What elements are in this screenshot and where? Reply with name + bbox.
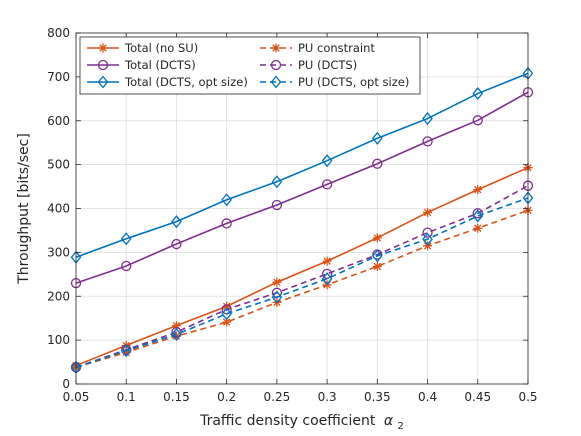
legend-label: Total (DCTS, opt size): [124, 75, 248, 89]
data-point: [271, 199, 283, 211]
x-axis-label-text: Traffic density coefficient: [199, 413, 376, 429]
data-point: [422, 136, 433, 147]
legend-label: PU (DCTS, opt size): [298, 75, 409, 89]
legend-item: Total (DCTS, opt size): [87, 75, 248, 89]
x-tick-label: 0.3: [318, 390, 337, 404]
legend-marker: [97, 59, 109, 71]
data-point: [422, 112, 433, 126]
data-point: [473, 223, 483, 233]
legend-item: PU constraint: [260, 41, 375, 55]
data-point: [371, 249, 383, 263]
data-point: [171, 321, 181, 331]
y-tick-label: 600: [47, 114, 70, 128]
axis-ticks: 0.05 0.1 0.15 0.2 0.25 0.3 0.35 0.4 0.45 0.5 0 100 2…: [47, 26, 537, 404]
legend-marker: [271, 43, 281, 53]
y-axis-label: Throughput [bits/sec]: [16, 133, 32, 285]
legend-label: PU (DCTS): [298, 58, 357, 72]
data-point: [472, 208, 483, 219]
data-point: [371, 131, 383, 145]
data-point: [121, 347, 131, 357]
data-point: [422, 227, 433, 238]
legend-marker: [270, 59, 282, 71]
legend-label: Total (no SU): [124, 41, 198, 55]
y-tick-label: 0: [62, 377, 70, 391]
x-tick-label: 0.35: [364, 390, 391, 404]
legend-marker: [97, 75, 109, 89]
x-tick-label: 0.15: [163, 390, 190, 404]
data-point: [423, 241, 433, 251]
series-line: [75, 72, 529, 258]
legend-marker: [98, 43, 108, 53]
x-tick-label: 0.25: [264, 390, 291, 404]
legend-marker: [270, 75, 282, 89]
data-point: [221, 307, 233, 321]
data-point: [423, 207, 433, 217]
data-point: [221, 193, 233, 207]
data-point: [271, 175, 283, 189]
y-tick-label: 400: [47, 202, 70, 216]
data-point: [321, 179, 333, 190]
legend-item: Total (DCTS): [87, 58, 196, 72]
data-point: [171, 238, 182, 250]
series-line: [75, 91, 529, 284]
series-line: [75, 197, 529, 369]
x-tick-label: 0.2: [217, 390, 236, 404]
y-tick-label: 500: [47, 158, 70, 172]
legend-label: PU constraint: [298, 41, 375, 55]
legend-item: PU (DCTS, opt size): [260, 75, 409, 89]
data-point: [272, 277, 282, 287]
data-point: [321, 272, 333, 286]
data-point: [222, 301, 232, 311]
legend-label: Total (DCTS): [124, 58, 196, 72]
series-line: [75, 184, 529, 369]
legend-item: PU (DCTS): [260, 58, 357, 72]
data-point: [271, 290, 283, 304]
data-point: [321, 268, 333, 280]
x-tick-label: 0.45: [464, 390, 491, 404]
y-tick-label: 100: [47, 333, 70, 347]
legend-box: [79, 36, 421, 95]
data-point: [422, 232, 433, 246]
legend-item: Total (no SU): [87, 41, 198, 55]
x-axis-label: Traffic density coefficient α 2: [199, 413, 404, 432]
x-tick-label: 0.5: [518, 390, 537, 404]
data-point: [322, 256, 332, 266]
data-point: [120, 344, 132, 358]
data-point: [171, 327, 182, 341]
data-point: [473, 185, 483, 195]
data-point: [321, 154, 333, 168]
data-point: [221, 218, 232, 229]
x-axis-label-symbol: α: [384, 413, 394, 429]
legend: Total (no SU) Total (DCTS) Total (DCTS, op…: [79, 36, 421, 95]
data-point: [171, 215, 182, 229]
data-point: [222, 317, 232, 327]
data-point: [472, 209, 484, 223]
series-line: [75, 166, 529, 367]
data-point: [121, 260, 132, 272]
y-tick-label: 700: [47, 70, 70, 84]
x-tick-label: 0.1: [117, 390, 136, 404]
data-point: [372, 233, 382, 243]
series-5: [70, 191, 534, 374]
x-tick-label: 0.05: [63, 390, 90, 404]
y-tick-label: 300: [47, 245, 70, 259]
y-tick-label: 800: [47, 26, 70, 40]
data-point: [372, 158, 383, 169]
data-point: [472, 87, 484, 101]
y-tick-label: 200: [47, 289, 70, 303]
data-point: [472, 115, 483, 126]
x-tick-label: 0.4: [418, 390, 437, 404]
x-axis-label-subscript: 2: [398, 421, 404, 432]
data-point: [221, 304, 232, 315]
data-point: [120, 232, 132, 246]
data-point: [372, 261, 382, 271]
